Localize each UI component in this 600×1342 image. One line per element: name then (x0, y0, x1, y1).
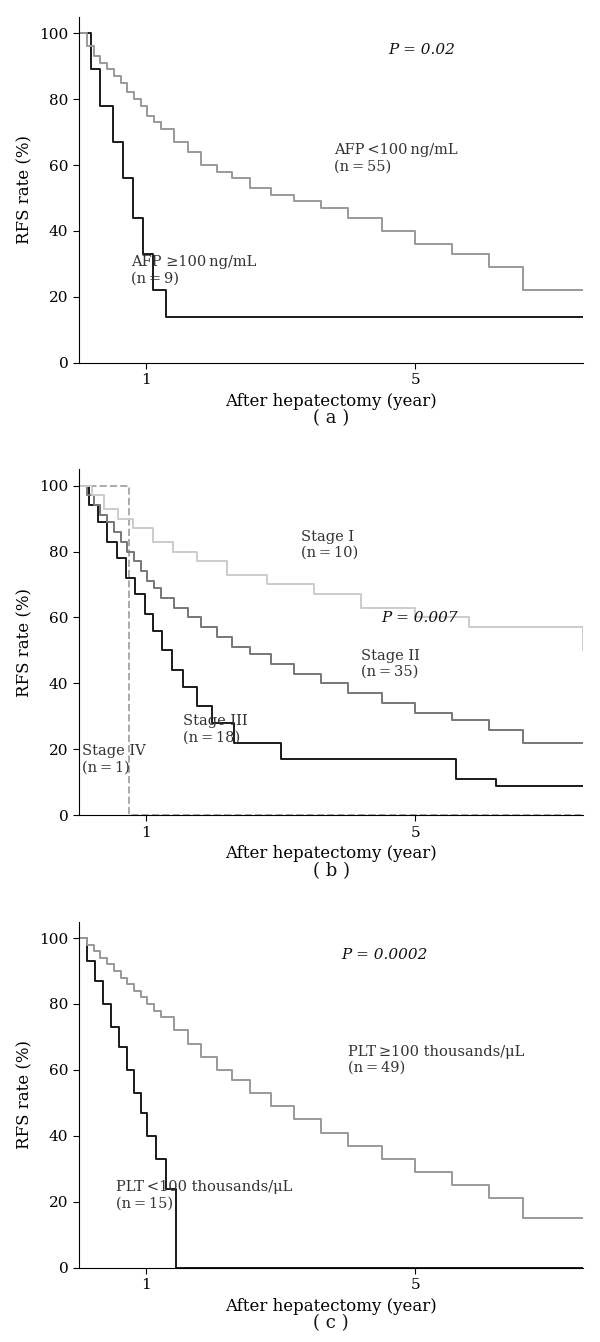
Y-axis label: RFS rate (%): RFS rate (%) (17, 136, 34, 244)
X-axis label: After hepatectomy (year): After hepatectomy (year) (225, 845, 437, 863)
X-axis label: After hepatectomy (year): After hepatectomy (year) (225, 393, 437, 409)
Text: PLT ≥100 thousands/μL
(n = 49): PLT ≥100 thousands/μL (n = 49) (348, 1045, 524, 1075)
Y-axis label: RFS rate (%): RFS rate (%) (17, 1040, 34, 1149)
Text: P = 0.02: P = 0.02 (388, 43, 455, 58)
Text: AFP <100 ng/mL
(n = 55): AFP <100 ng/mL (n = 55) (334, 144, 458, 173)
Text: ( b ): ( b ) (313, 862, 350, 879)
Y-axis label: RFS rate (%): RFS rate (%) (17, 588, 34, 696)
Text: Stage III
(n = 18): Stage III (n = 18) (183, 714, 248, 745)
X-axis label: After hepatectomy (year): After hepatectomy (year) (225, 1298, 437, 1315)
Text: Stage II
(n = 35): Stage II (n = 35) (361, 648, 420, 679)
Text: P = 0.007: P = 0.007 (382, 611, 458, 625)
Text: ( a ): ( a ) (313, 409, 349, 427)
Text: P = 0.0002: P = 0.0002 (341, 947, 428, 962)
Text: AFP ≥100 ng/mL
(n = 9): AFP ≥100 ng/mL (n = 9) (131, 255, 257, 286)
Text: PLT <100 thousands/μL
(n = 15): PLT <100 thousands/μL (n = 15) (116, 1180, 292, 1210)
Text: Stage I
(n = 10): Stage I (n = 10) (301, 530, 358, 560)
Text: Stage IV
(n = 1): Stage IV (n = 1) (82, 743, 146, 774)
Text: ( c ): ( c ) (313, 1314, 349, 1333)
